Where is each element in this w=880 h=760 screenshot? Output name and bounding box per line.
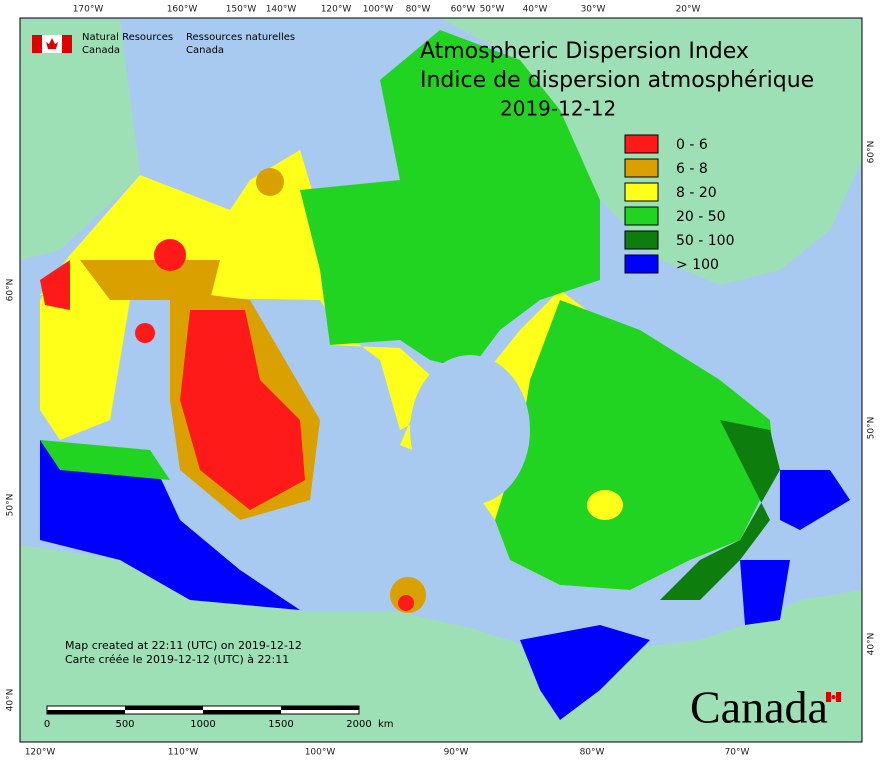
- zone-red-spot: [154, 239, 186, 271]
- hudson-bay: [410, 355, 530, 505]
- note: Carte créée le 2019-12-12 (UTC) à 22:11: [65, 653, 289, 666]
- org-fr: Canada: [186, 45, 224, 56]
- zone-blue-ontario: [520, 625, 650, 720]
- zone-blue-sw: [40, 440, 300, 610]
- zone-orange-spot: [256, 168, 284, 196]
- wordmark: Canada: [690, 682, 828, 733]
- lat-label: 40°N: [6, 689, 16, 712]
- lon-label: 110°W: [168, 748, 199, 758]
- org-fr: Ressources naturelles: [186, 32, 295, 43]
- lon-label: 20°W: [676, 5, 701, 15]
- lon-label: 170°W: [73, 5, 104, 15]
- lat-label: 50°N: [6, 494, 16, 517]
- lon-label: 40°W: [523, 5, 548, 15]
- usa: [20, 545, 862, 742]
- lon-label: 100°W: [363, 5, 394, 15]
- legend-label: 6 - 8: [676, 161, 708, 177]
- zone-green-north: [300, 30, 600, 370]
- date: 2019-12-12: [500, 97, 616, 121]
- zone-yellow-spot: [587, 490, 623, 520]
- scale-bar: [46, 705, 360, 715]
- scale-label: 0: [44, 719, 50, 730]
- map-body: [20, 18, 862, 742]
- title: Atmospheric Dispersion Index: [420, 39, 749, 64]
- legend-swatch: [624, 230, 659, 250]
- lon-label: 80°W: [406, 5, 431, 15]
- wordmark-flag: [826, 692, 841, 702]
- scale-label: 1000: [190, 719, 215, 730]
- lon-label: 150°W: [226, 5, 257, 15]
- lon-label: 60°W: [451, 5, 476, 15]
- legend-label: 20 - 50: [676, 209, 726, 225]
- org-en: Natural Resources: [82, 32, 173, 43]
- zone-red-west: [40, 260, 70, 310]
- zone-red-spot: [398, 595, 414, 611]
- lon-label: 30°W: [581, 5, 606, 15]
- lon-label: 120°W: [25, 748, 56, 758]
- lon-label: 90°W: [444, 748, 469, 758]
- map-border: [19, 17, 863, 743]
- zone-red: [180, 310, 305, 510]
- scale-label: 1500: [268, 719, 293, 730]
- legend-label: 0 - 6: [676, 137, 708, 153]
- legend-swatch: [624, 254, 659, 274]
- lat-label: 40°N: [867, 633, 877, 656]
- legend-label: 8 - 20: [676, 185, 717, 201]
- lon-label: 50°W: [480, 5, 505, 15]
- lon-label: 160°W: [167, 5, 198, 15]
- lon-label: 140°W: [266, 5, 297, 15]
- logo: [32, 35, 72, 53]
- zone-orange-nw: [80, 260, 220, 300]
- lat-label: 60°N: [6, 279, 16, 302]
- scale-unit: km: [378, 719, 394, 730]
- org-en: Canada: [82, 45, 120, 56]
- legend-label: > 100: [676, 257, 719, 273]
- legend-swatch: [624, 158, 659, 178]
- zone-red-spot: [135, 323, 155, 343]
- alaska: [20, 20, 140, 260]
- lon-label: 100°W: [305, 748, 336, 758]
- lon-label: 120°W: [321, 5, 352, 15]
- zone-green-w: [40, 440, 170, 480]
- legend-swatch: [624, 206, 659, 226]
- lon-label: 70°W: [725, 748, 750, 758]
- lon-label: 80°W: [580, 748, 605, 758]
- legend-swatch: [624, 182, 659, 202]
- legend-label: 50 - 100: [676, 233, 735, 249]
- lat-label: 60°N: [867, 141, 877, 164]
- zone-darkgreen: [660, 420, 780, 600]
- scale-label: 500: [115, 719, 134, 730]
- zone-green-east: [495, 300, 775, 590]
- scale-label: 2000: [346, 719, 371, 730]
- lat-label: 50°N: [867, 417, 877, 440]
- zone-blue-east: [740, 470, 850, 625]
- note: Map created at 22:11 (UTC) on 2019-12-12: [65, 639, 302, 652]
- legend-swatch: [624, 134, 659, 154]
- title: Indice de dispersion atmosphérique: [420, 68, 814, 93]
